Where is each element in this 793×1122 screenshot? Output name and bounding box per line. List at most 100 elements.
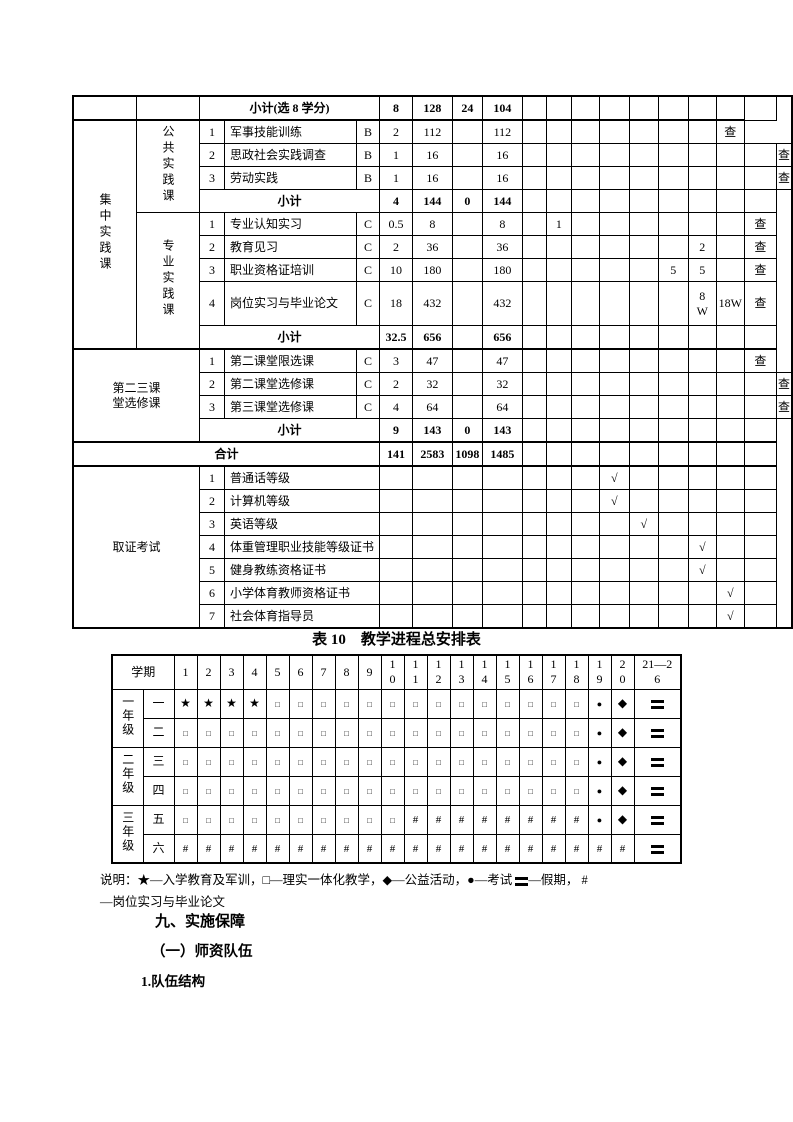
t1-cell	[715, 558, 745, 582]
internship-symbol: #	[274, 842, 281, 855]
integrated-teaching-symbol: □	[390, 700, 395, 709]
check-mark-cell: √	[687, 535, 717, 559]
t1-cell: 2	[199, 235, 225, 259]
week-column-header: 21—2 6	[633, 654, 682, 690]
t1-cell: 9	[378, 418, 413, 443]
t1-cell	[598, 95, 630, 121]
schedule-cell	[633, 688, 682, 719]
t1-cell	[628, 258, 659, 282]
t1-cell	[687, 95, 717, 121]
public-welfare-symbol: ◆	[617, 783, 628, 797]
integrated-teaching-symbol: □	[482, 729, 487, 738]
week-column-header: 4	[242, 654, 267, 690]
t1-cell	[72, 95, 137, 121]
schedule-cell: □	[311, 717, 336, 748]
schedule-cell: #	[196, 833, 221, 864]
t1-cell: 16	[411, 143, 453, 167]
schedule-cell: #	[449, 804, 474, 835]
t1-cell	[743, 581, 777, 605]
t1-cell	[687, 604, 717, 629]
semester-row-label: 五	[142, 804, 175, 835]
subtotal-label: 小计	[199, 189, 380, 213]
schedule-cell: #	[587, 833, 612, 864]
internship-symbol: #	[458, 814, 465, 826]
week-column-header: 7	[311, 654, 336, 690]
t1-cell	[743, 325, 777, 350]
t1-cell: 2	[687, 235, 717, 259]
t1-cell: 32	[411, 372, 453, 396]
t1-cell: 8	[378, 95, 413, 121]
t1-cell	[570, 166, 600, 190]
t1-cell: 36	[481, 235, 523, 259]
schedule-cell: □	[472, 717, 497, 748]
legend-text-2: —假期， # —岗位实习与毕业论文	[100, 873, 588, 909]
t1-cell: 1	[199, 348, 225, 373]
integrated-teaching-symbol: □	[528, 787, 533, 796]
t1-cell	[451, 281, 483, 326]
t1-cell: 32	[481, 372, 523, 396]
t1-cell	[715, 395, 745, 419]
t1-cell	[545, 489, 572, 513]
schedule-cell: ★	[242, 688, 267, 719]
t1-cell	[715, 189, 745, 213]
t1-cell	[598, 348, 630, 373]
t1-cell	[451, 512, 483, 536]
schedule-cell: □	[311, 775, 336, 806]
t1-cell	[598, 372, 630, 396]
t1-cell	[687, 119, 717, 144]
t1-cell	[598, 189, 630, 213]
integrated-teaching-symbol: □	[344, 700, 349, 709]
t1-cell	[570, 119, 600, 144]
integrated-teaching-symbol: □	[367, 787, 372, 796]
t1-cell	[687, 465, 717, 490]
vacation-symbol	[650, 728, 664, 738]
integrated-teaching-symbol: □	[482, 700, 487, 709]
t1-cell: 3	[199, 395, 225, 419]
t1-cell	[657, 189, 689, 213]
t1-cell: 1	[378, 143, 413, 167]
internship-symbol: #	[573, 814, 580, 826]
t1-cell	[657, 604, 689, 629]
integrated-teaching-symbol: □	[505, 787, 510, 796]
t1-cell	[451, 372, 483, 396]
internship-symbol: #	[182, 842, 189, 855]
week-column-header: 1 2	[426, 654, 451, 690]
semester-row-label: 四	[142, 775, 175, 806]
subsection-heading: （一）师资队伍	[151, 944, 253, 960]
schedule-cell: □	[265, 746, 290, 777]
t1-cell	[570, 395, 600, 419]
t1-cell	[657, 143, 689, 167]
t1-cell	[451, 166, 483, 190]
t1-cell	[657, 281, 689, 326]
schedule-cell: #	[541, 804, 566, 835]
integrated-teaching-symbol: □	[298, 700, 303, 709]
t1-cell	[545, 189, 572, 213]
schedule-cell: □	[311, 688, 336, 719]
t1-cell	[628, 535, 659, 559]
vacation-symbol	[650, 757, 664, 767]
enrollment-training-symbol: ★	[180, 696, 191, 710]
t1-cell	[598, 166, 630, 190]
check-mark-cell: √	[715, 581, 745, 605]
t1-cell: 1	[199, 212, 225, 236]
t1-cell	[521, 581, 547, 605]
integrated-teaching-symbol: □	[436, 700, 441, 709]
integrated-teaching-symbol: □	[183, 787, 188, 796]
t1-cell	[411, 489, 453, 513]
schedule-cell: □	[380, 775, 405, 806]
t1-cell	[570, 143, 600, 167]
schedule-cell: □	[472, 688, 497, 719]
schedule-cell: □	[196, 775, 221, 806]
t1-cell	[521, 166, 547, 190]
t1-cell	[743, 441, 777, 467]
t1-cell	[598, 281, 630, 326]
schedule-cell: □	[173, 746, 198, 777]
t1-cell	[657, 95, 689, 121]
public-welfare-symbol: ◆	[617, 696, 628, 710]
integrated-teaching-symbol: □	[574, 729, 579, 738]
t1-cell	[657, 119, 689, 144]
schedule-cell: □	[380, 717, 405, 748]
schedule-cell: □	[242, 717, 267, 748]
t1-cell: 47	[481, 348, 523, 373]
